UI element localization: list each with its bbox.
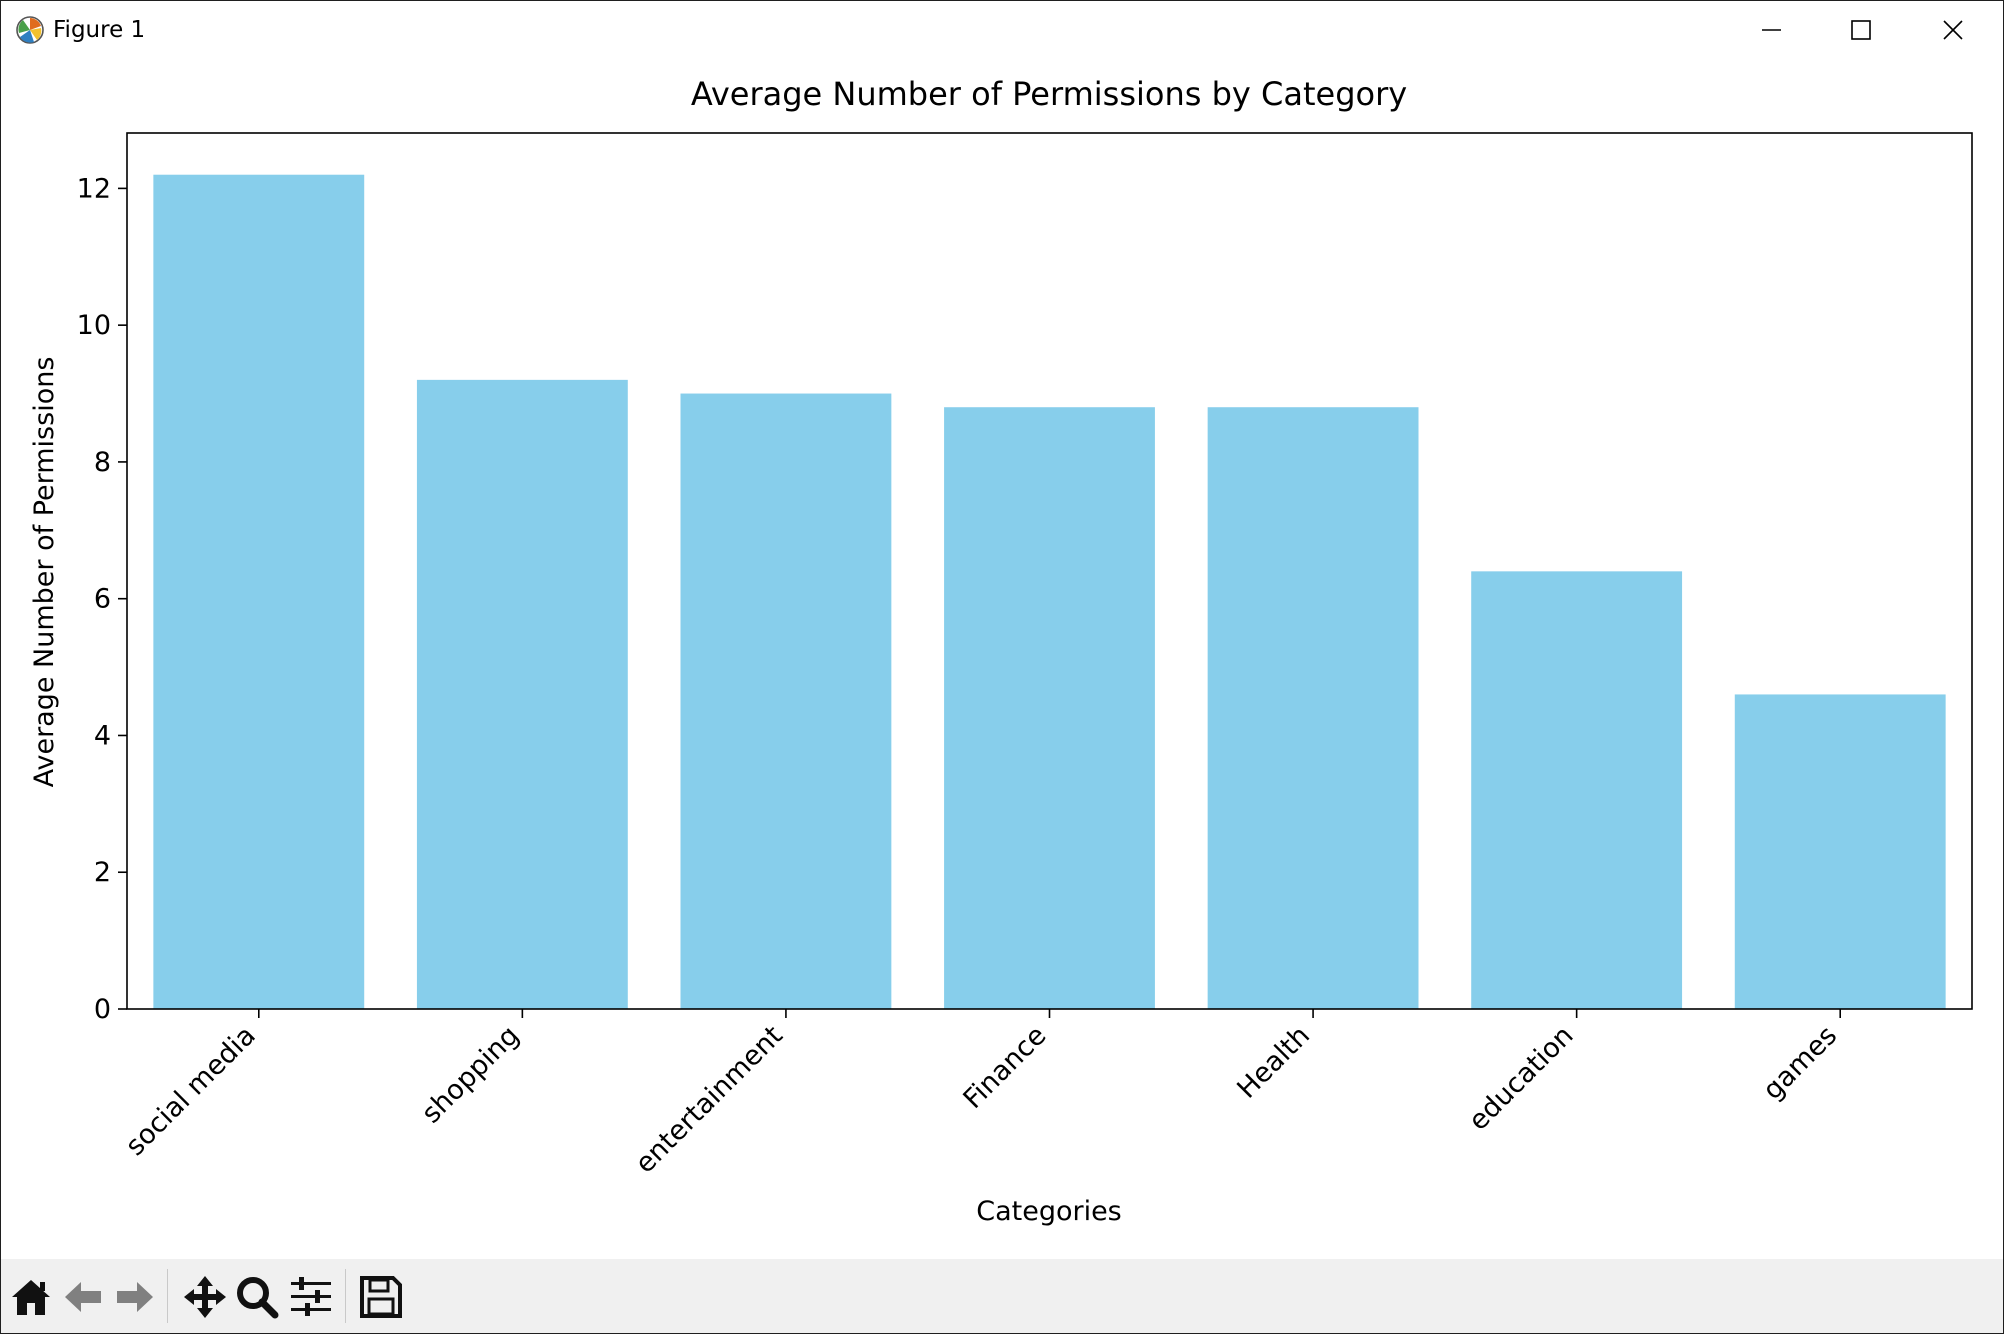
x-tick-label-6: games (1757, 1020, 1843, 1106)
x-tick-label-5: education (1463, 1020, 1580, 1137)
matplotlib-icon (15, 15, 45, 45)
chart-title: Average Number of Permissions by Categor… (691, 75, 1407, 113)
save-button[interactable] (357, 1273, 405, 1321)
bar-1 (416, 379, 628, 1009)
maximize-button[interactable] (1819, 5, 1903, 55)
x-ticks-group: social media shopping entertainment Finance… (120, 1009, 1843, 1179)
x-tick-label-4: Health (1231, 1020, 1316, 1105)
y-tick-label-1: 2 (94, 857, 111, 888)
navigation-toolbar (1, 1259, 2003, 1333)
forward-arrow-icon (117, 1282, 153, 1312)
maximize-icon (1851, 20, 1871, 40)
toolbar-separator (167, 1269, 168, 1323)
y-ticks-group: 0 2 4 6 8 10 12 (77, 173, 127, 1025)
bar-6 (1734, 694, 1946, 1009)
window-title: Figure 1 (53, 17, 146, 43)
figure-canvas[interactable]: Average Number of Permissions by Categor… (1, 59, 2003, 1259)
x-tick-label-0: social media (120, 1020, 262, 1162)
bar-2 (680, 393, 892, 1009)
bars-group (153, 174, 1946, 1009)
floppy-disk-icon (360, 1276, 402, 1318)
plot-area-frame (126, 132, 1973, 1010)
bar-4 (1207, 407, 1419, 1009)
back-button[interactable] (59, 1273, 107, 1321)
toolbar-separator (345, 1269, 346, 1323)
zoom-button[interactable] (233, 1273, 281, 1321)
x-axis-label: Categories (976, 1196, 1122, 1227)
back-arrow-icon (65, 1282, 101, 1312)
y-tick-label-4: 8 (94, 447, 111, 478)
x-tick-label-2: entertainment (630, 1020, 789, 1179)
y-axis-label: Average Number of Permissions (29, 357, 60, 788)
title-bar: Figure 1 (1, 1, 2003, 59)
bar-3 (944, 407, 1155, 1009)
x-tick-label-1: shopping (416, 1020, 525, 1129)
magnifier-icon (237, 1277, 279, 1319)
y-tick-label-5: 10 (77, 310, 111, 341)
close-button[interactable] (1911, 5, 1995, 55)
configure-subplots-button[interactable] (287, 1273, 335, 1321)
close-icon (1943, 20, 1963, 40)
pan-button[interactable] (181, 1273, 229, 1321)
minimize-icon (1762, 29, 1781, 31)
home-button[interactable] (7, 1273, 55, 1321)
y-tick-label-0: 0 (94, 994, 111, 1025)
y-tick-label-2: 4 (94, 720, 111, 751)
bar-0 (153, 174, 365, 1009)
y-tick-label-6: 12 (77, 173, 111, 204)
move-icon (184, 1276, 226, 1318)
bar-5 (1471, 571, 1683, 1009)
forward-button[interactable] (111, 1273, 159, 1321)
bar-chart: Average Number of Permissions by Categor… (29, 75, 1973, 1227)
sliders-icon (291, 1277, 331, 1316)
minimize-button[interactable] (1729, 5, 1813, 55)
x-tick-label-3: Finance (957, 1020, 1052, 1115)
y-tick-label-3: 6 (94, 584, 111, 615)
home-icon (12, 1280, 50, 1315)
